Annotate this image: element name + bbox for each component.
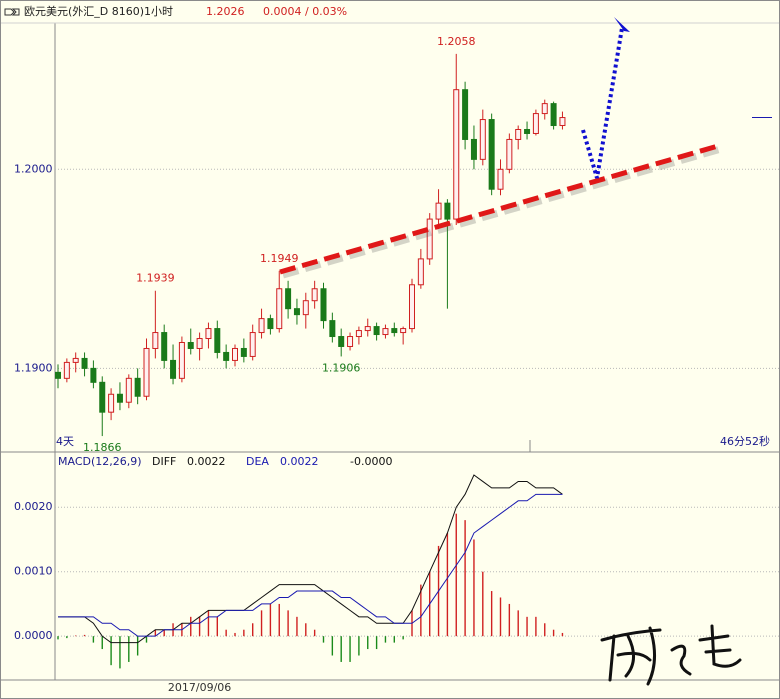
candle-body xyxy=(479,119,486,160)
candle-body xyxy=(81,357,88,369)
candle-body xyxy=(293,308,300,316)
candle-body xyxy=(506,138,513,170)
dea-name: DEA xyxy=(246,455,269,468)
candle-body xyxy=(161,332,168,361)
candle-body xyxy=(417,258,424,286)
macd-title: MACD(12,26,9) xyxy=(58,455,142,468)
candle-body xyxy=(559,117,566,127)
x-tick-label: 2017/09/06 xyxy=(168,681,231,694)
candle-body xyxy=(497,168,504,190)
y-tick-label: 0.0010 xyxy=(14,565,53,578)
candle-body xyxy=(267,318,274,330)
candle-body xyxy=(470,138,477,160)
high-label: 1.1939 xyxy=(136,272,175,285)
candle-body xyxy=(178,342,185,379)
y-tick-label: 1.2000 xyxy=(14,162,53,175)
macd-line xyxy=(58,474,563,644)
candle-body xyxy=(116,393,123,403)
macd-readout: -0.0000 xyxy=(350,455,392,468)
candle-body xyxy=(214,328,221,353)
price-change: 0.0004 / 0.03% xyxy=(263,5,347,18)
trendline xyxy=(279,143,719,275)
candle-body xyxy=(55,371,61,379)
signature xyxy=(600,624,742,686)
candle-body xyxy=(515,128,522,140)
candle-body xyxy=(285,288,292,310)
candle-body xyxy=(409,284,415,330)
candle-body xyxy=(400,328,407,334)
countdown: 46分52秒 xyxy=(720,434,770,448)
last-price: 1.2026 xyxy=(206,5,245,18)
candle-body xyxy=(364,326,371,332)
chart-title: 欧元美元(外汇_D 8160)1小时 xyxy=(24,5,173,18)
header-bar xyxy=(1,1,779,23)
y-tick-label: 0.0000 xyxy=(14,629,53,642)
candle-body xyxy=(426,218,433,260)
candle-body xyxy=(108,393,115,413)
candle-body xyxy=(63,361,70,379)
high-label: 1.2058 xyxy=(437,35,476,48)
candle-body xyxy=(329,320,336,338)
candle-body xyxy=(187,342,194,349)
candle-body xyxy=(90,367,97,383)
candle-body xyxy=(232,347,238,361)
arrow-head xyxy=(614,17,630,32)
period-label: 4天 xyxy=(56,435,74,448)
high-label: 1.1949 xyxy=(260,252,299,265)
candle-body xyxy=(205,328,212,340)
candle-body xyxy=(196,338,203,349)
candle-body xyxy=(320,288,327,322)
low-label: 1.1866 xyxy=(83,441,122,454)
diff-readout: 0.0022 xyxy=(187,455,226,468)
candle-body xyxy=(223,351,230,361)
macd-line xyxy=(58,493,563,637)
trendline-shadow xyxy=(282,145,722,279)
candle-body xyxy=(373,326,380,336)
y-tick-label: 0.0020 xyxy=(14,500,53,513)
candle-body xyxy=(258,318,265,334)
candle-body xyxy=(170,359,177,379)
candle-body xyxy=(391,328,398,334)
candle-body xyxy=(541,103,548,115)
candle-body xyxy=(435,202,442,220)
candle-body xyxy=(488,119,495,190)
toggle-icon[interactable] xyxy=(4,8,20,16)
candle-body xyxy=(524,128,531,134)
candle-body xyxy=(302,300,309,316)
candle-body xyxy=(311,288,318,302)
candle-body xyxy=(276,288,283,330)
candle-body xyxy=(249,332,256,357)
candle-body xyxy=(72,357,79,363)
candle-body xyxy=(338,336,345,347)
candle-body xyxy=(152,332,159,349)
candle-body xyxy=(550,103,557,127)
candle-body xyxy=(99,381,106,413)
candle-body xyxy=(240,347,247,357)
candle-body xyxy=(125,377,132,403)
dea-readout: 0.0022 xyxy=(280,455,319,468)
low-label: 1.1906 xyxy=(322,361,361,374)
candle-body xyxy=(453,89,460,220)
plot-area: 1.1900 1.2000 1.1866 1.1939 1.1949 1.1906 1.20… xyxy=(14,35,779,694)
y-tick-label: 1.1900 xyxy=(14,361,53,374)
candle-body xyxy=(444,202,451,220)
candle-body xyxy=(462,89,469,140)
diff-name: DIFF xyxy=(152,455,176,468)
candle-body xyxy=(382,328,389,336)
forecast-arrow xyxy=(581,27,624,179)
candle-body xyxy=(347,336,354,347)
candle-body xyxy=(532,113,539,134)
candle-body xyxy=(143,347,150,397)
candle-body xyxy=(355,330,362,338)
candle-body xyxy=(134,377,141,397)
